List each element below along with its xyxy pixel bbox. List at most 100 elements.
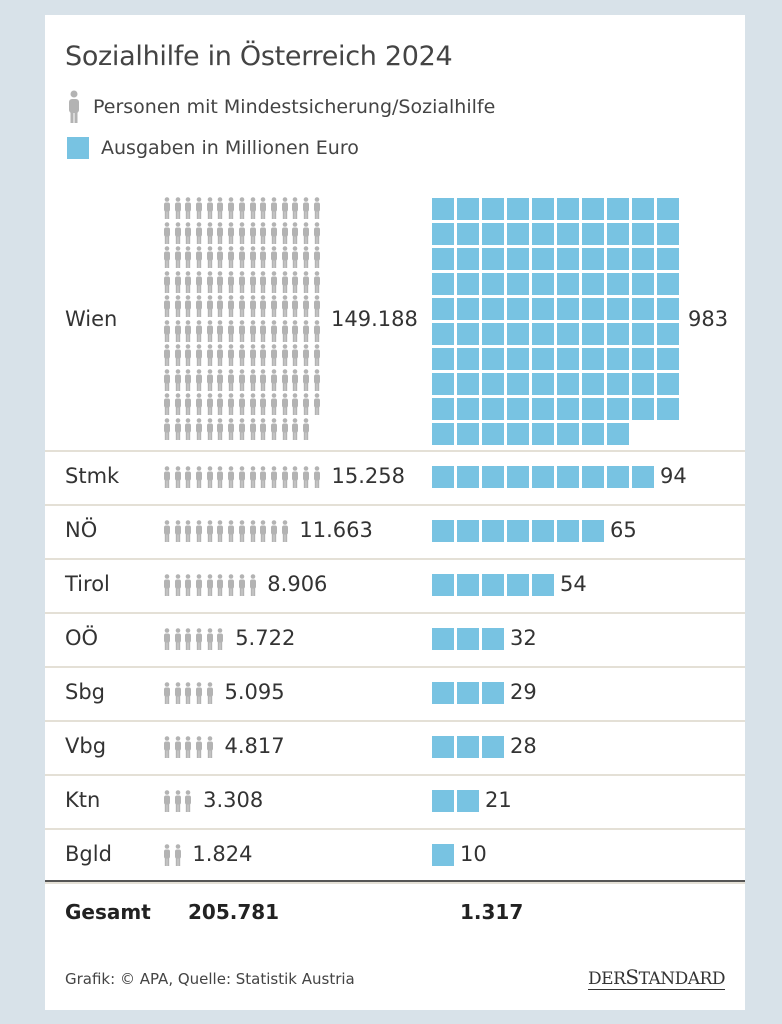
spending-square	[557, 398, 579, 420]
row-ktn: Ktn 3.308 21	[45, 774, 745, 830]
spending-square	[532, 520, 554, 542]
spending-square	[532, 323, 554, 345]
person-icon	[259, 466, 270, 488]
spending-square	[457, 423, 479, 445]
person-icon	[270, 197, 281, 219]
spending-square	[657, 323, 679, 345]
spending-value: 54	[560, 572, 587, 596]
square-icons	[432, 466, 782, 491]
spending-square	[632, 198, 654, 220]
person-icon	[238, 368, 249, 391]
person-icon	[227, 197, 238, 219]
spending-square	[607, 323, 629, 345]
spending-square	[482, 520, 504, 542]
persons-value: 4.817	[224, 734, 285, 758]
person-icon	[249, 574, 260, 596]
person-icon	[206, 736, 217, 758]
spending-square	[632, 223, 654, 245]
person-icon	[227, 393, 238, 415]
spending-square	[657, 348, 679, 370]
person-icon	[238, 197, 249, 219]
person-icon	[270, 417, 281, 440]
person-icon	[291, 221, 302, 244]
spending-square	[432, 574, 454, 596]
person-icon	[163, 844, 174, 866]
person-icon	[281, 368, 292, 391]
person-icon	[206, 270, 217, 293]
person-icon	[174, 319, 185, 342]
person-icon	[281, 393, 292, 415]
person-icon	[206, 221, 217, 244]
person-icon	[291, 197, 302, 219]
square-icon	[67, 137, 89, 159]
infographic-card: Sozialhilfe in Österreich 2024 Personen …	[45, 15, 745, 1010]
spending-square	[507, 348, 529, 370]
person-icon	[195, 736, 206, 758]
spending-value: 28	[510, 734, 537, 758]
legend-spending: Ausgaben in Millionen Euro	[67, 137, 359, 159]
spending-square	[507, 398, 529, 420]
person-icon	[163, 574, 174, 596]
person-icon	[174, 270, 185, 293]
spending-square	[532, 574, 554, 596]
spending-square	[482, 574, 504, 596]
person-icon	[238, 295, 249, 317]
spending-square	[432, 790, 454, 812]
person-icon	[195, 221, 206, 244]
person-icon	[216, 197, 227, 219]
person-icons	[163, 197, 324, 442]
persons-value: 1.824	[192, 842, 253, 866]
person-icon	[163, 368, 174, 391]
spending-square	[482, 298, 504, 320]
person-icon	[195, 520, 206, 542]
person-icon	[195, 393, 206, 415]
person-icon	[249, 466, 260, 488]
spending-square	[582, 223, 604, 245]
person-icon	[163, 790, 174, 812]
person-icon	[238, 246, 249, 268]
row-vbg: Vbg 4.817 28	[45, 720, 745, 776]
person-icon	[174, 520, 185, 542]
person-icon	[174, 344, 185, 366]
spending-square	[457, 298, 479, 320]
person-icon	[195, 344, 206, 366]
person-icon	[174, 682, 185, 704]
spending-square	[507, 323, 529, 345]
persons-value: 3.308	[203, 788, 264, 812]
person-icon	[184, 393, 195, 415]
person-icon	[174, 736, 185, 758]
person-icon	[238, 466, 249, 488]
person-icon	[291, 295, 302, 317]
spending-square	[532, 273, 554, 295]
region-label: Stmk	[65, 464, 120, 488]
person-icon	[313, 270, 324, 293]
spending-square	[482, 628, 504, 650]
person-icon	[195, 246, 206, 268]
person-icon	[238, 417, 249, 440]
person-icon	[174, 246, 185, 268]
spending-square	[532, 466, 554, 488]
spending-square	[632, 248, 654, 270]
spending-square	[557, 466, 579, 488]
region-label: Bgld	[65, 842, 112, 866]
spending-square	[582, 198, 604, 220]
spending-square	[582, 520, 604, 542]
person-icon	[291, 270, 302, 293]
spending-square	[582, 298, 604, 320]
person-icon	[281, 246, 292, 268]
spending-square	[557, 323, 579, 345]
person-icon	[291, 319, 302, 342]
spending-square	[432, 373, 454, 395]
legend-persons-label: Personen mit Mindestsicherung/Sozialhilf…	[93, 96, 496, 118]
person-icon	[313, 393, 324, 415]
spending-square	[582, 466, 604, 488]
person-icon	[227, 466, 238, 488]
person-icon	[206, 368, 217, 391]
spending-square	[482, 273, 504, 295]
spending-square	[507, 298, 529, 320]
person-icon	[174, 221, 185, 244]
spending-square	[607, 198, 629, 220]
person-icon	[174, 466, 185, 488]
spending-square	[482, 373, 504, 395]
spending-square	[532, 373, 554, 395]
